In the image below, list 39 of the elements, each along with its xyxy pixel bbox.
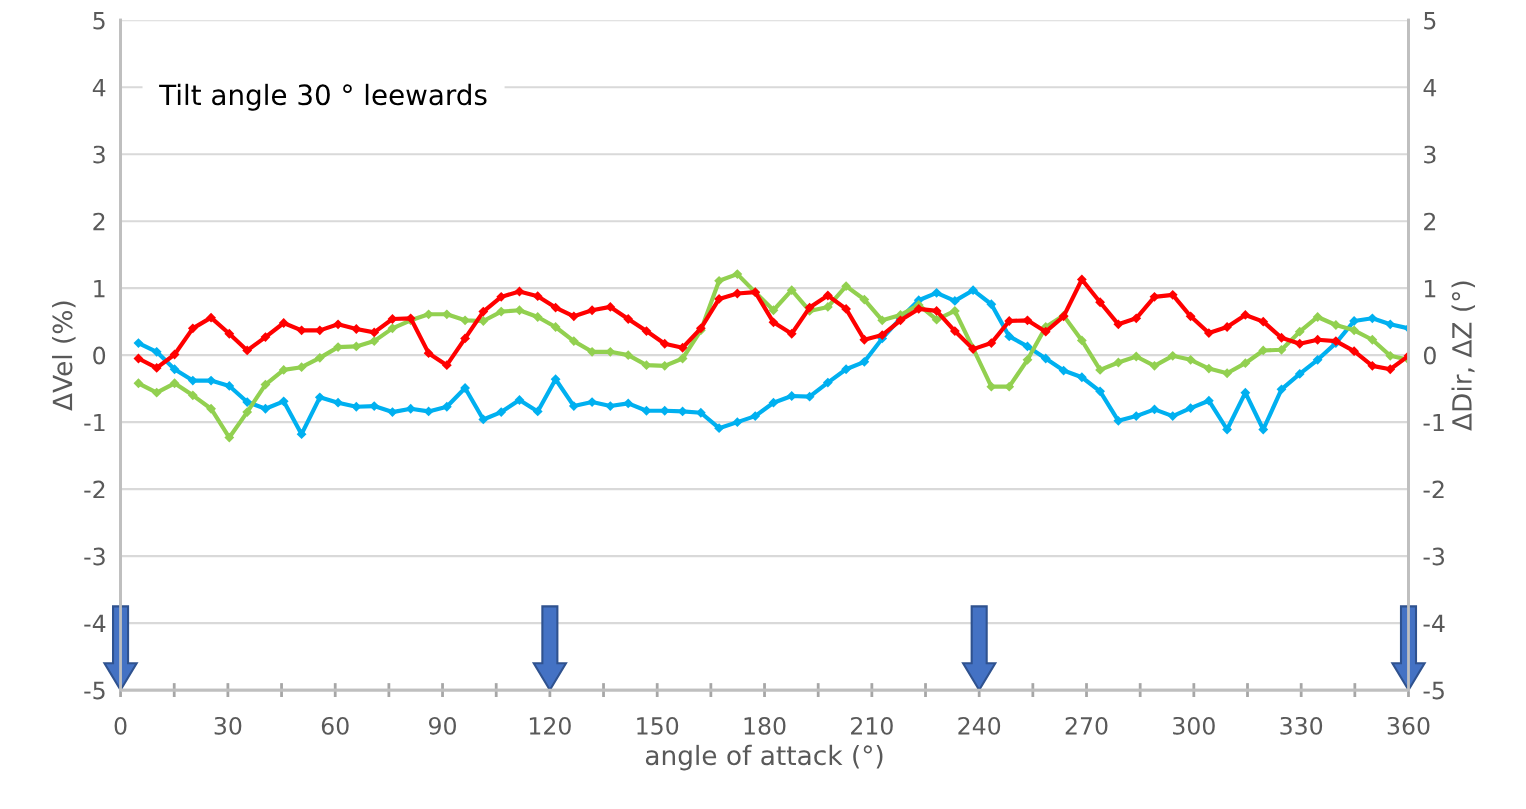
y2-tick-label: 4: [1423, 78, 1437, 97]
x-tick-label: 300: [1173, 716, 1215, 735]
y2-tick-label: 2: [1424, 212, 1436, 231]
x-tick-label: 60: [321, 716, 349, 735]
y-tick-label: 4: [92, 78, 106, 97]
y-tick-label: -2: [84, 480, 105, 499]
x-tick-label: 210: [851, 716, 893, 735]
y-tick-label: -1: [84, 413, 105, 432]
y2-axis-title: ΔDir, ΔZ (°): [1451, 281, 1476, 431]
y-tick-label: -3: [84, 547, 105, 566]
x-tick-label: 90: [429, 716, 456, 735]
x-tick-label: 120: [529, 716, 571, 735]
y-tick-label: 0: [93, 346, 106, 365]
y2-tick-label: -4: [1423, 614, 1445, 633]
y2-tick-label: -3: [1423, 547, 1445, 566]
y-tick-label: -5: [84, 681, 105, 700]
y2-tick-label: 0: [1423, 346, 1436, 365]
x-tick-label: 360: [1387, 716, 1430, 735]
y2-tick-label: 3: [1424, 145, 1436, 164]
y2-tick-label: -1: [1423, 413, 1444, 432]
x-tick-label: 240: [958, 716, 1001, 735]
x-tick-label: 270: [1065, 716, 1108, 735]
x-axis-title: angle of attack (°): [645, 744, 883, 771]
x-tick-label: 0: [114, 716, 127, 735]
x-tick-label: 180: [744, 716, 786, 735]
x-tick-label: 150: [637, 716, 679, 735]
annotation: Tilt angle 30 ° leewards: [159, 83, 487, 111]
y2-tick-label: -2: [1423, 480, 1444, 499]
y2-tick-label: 1: [1424, 279, 1436, 298]
y-tick-label: 5: [93, 11, 105, 30]
x-tick-label: 330: [1280, 716, 1323, 735]
y-tick-label: 1: [94, 279, 105, 298]
x-tick-label: 30: [214, 716, 242, 735]
y2-tick-label: -5: [1423, 681, 1444, 700]
y-tick-label: 3: [93, 145, 105, 164]
y-tick-label: 2: [93, 212, 105, 231]
y2-tick-label: 5: [1424, 11, 1436, 30]
y-axis-title: ΔVel (%): [52, 301, 76, 411]
y-tick-label: -4: [84, 614, 106, 633]
